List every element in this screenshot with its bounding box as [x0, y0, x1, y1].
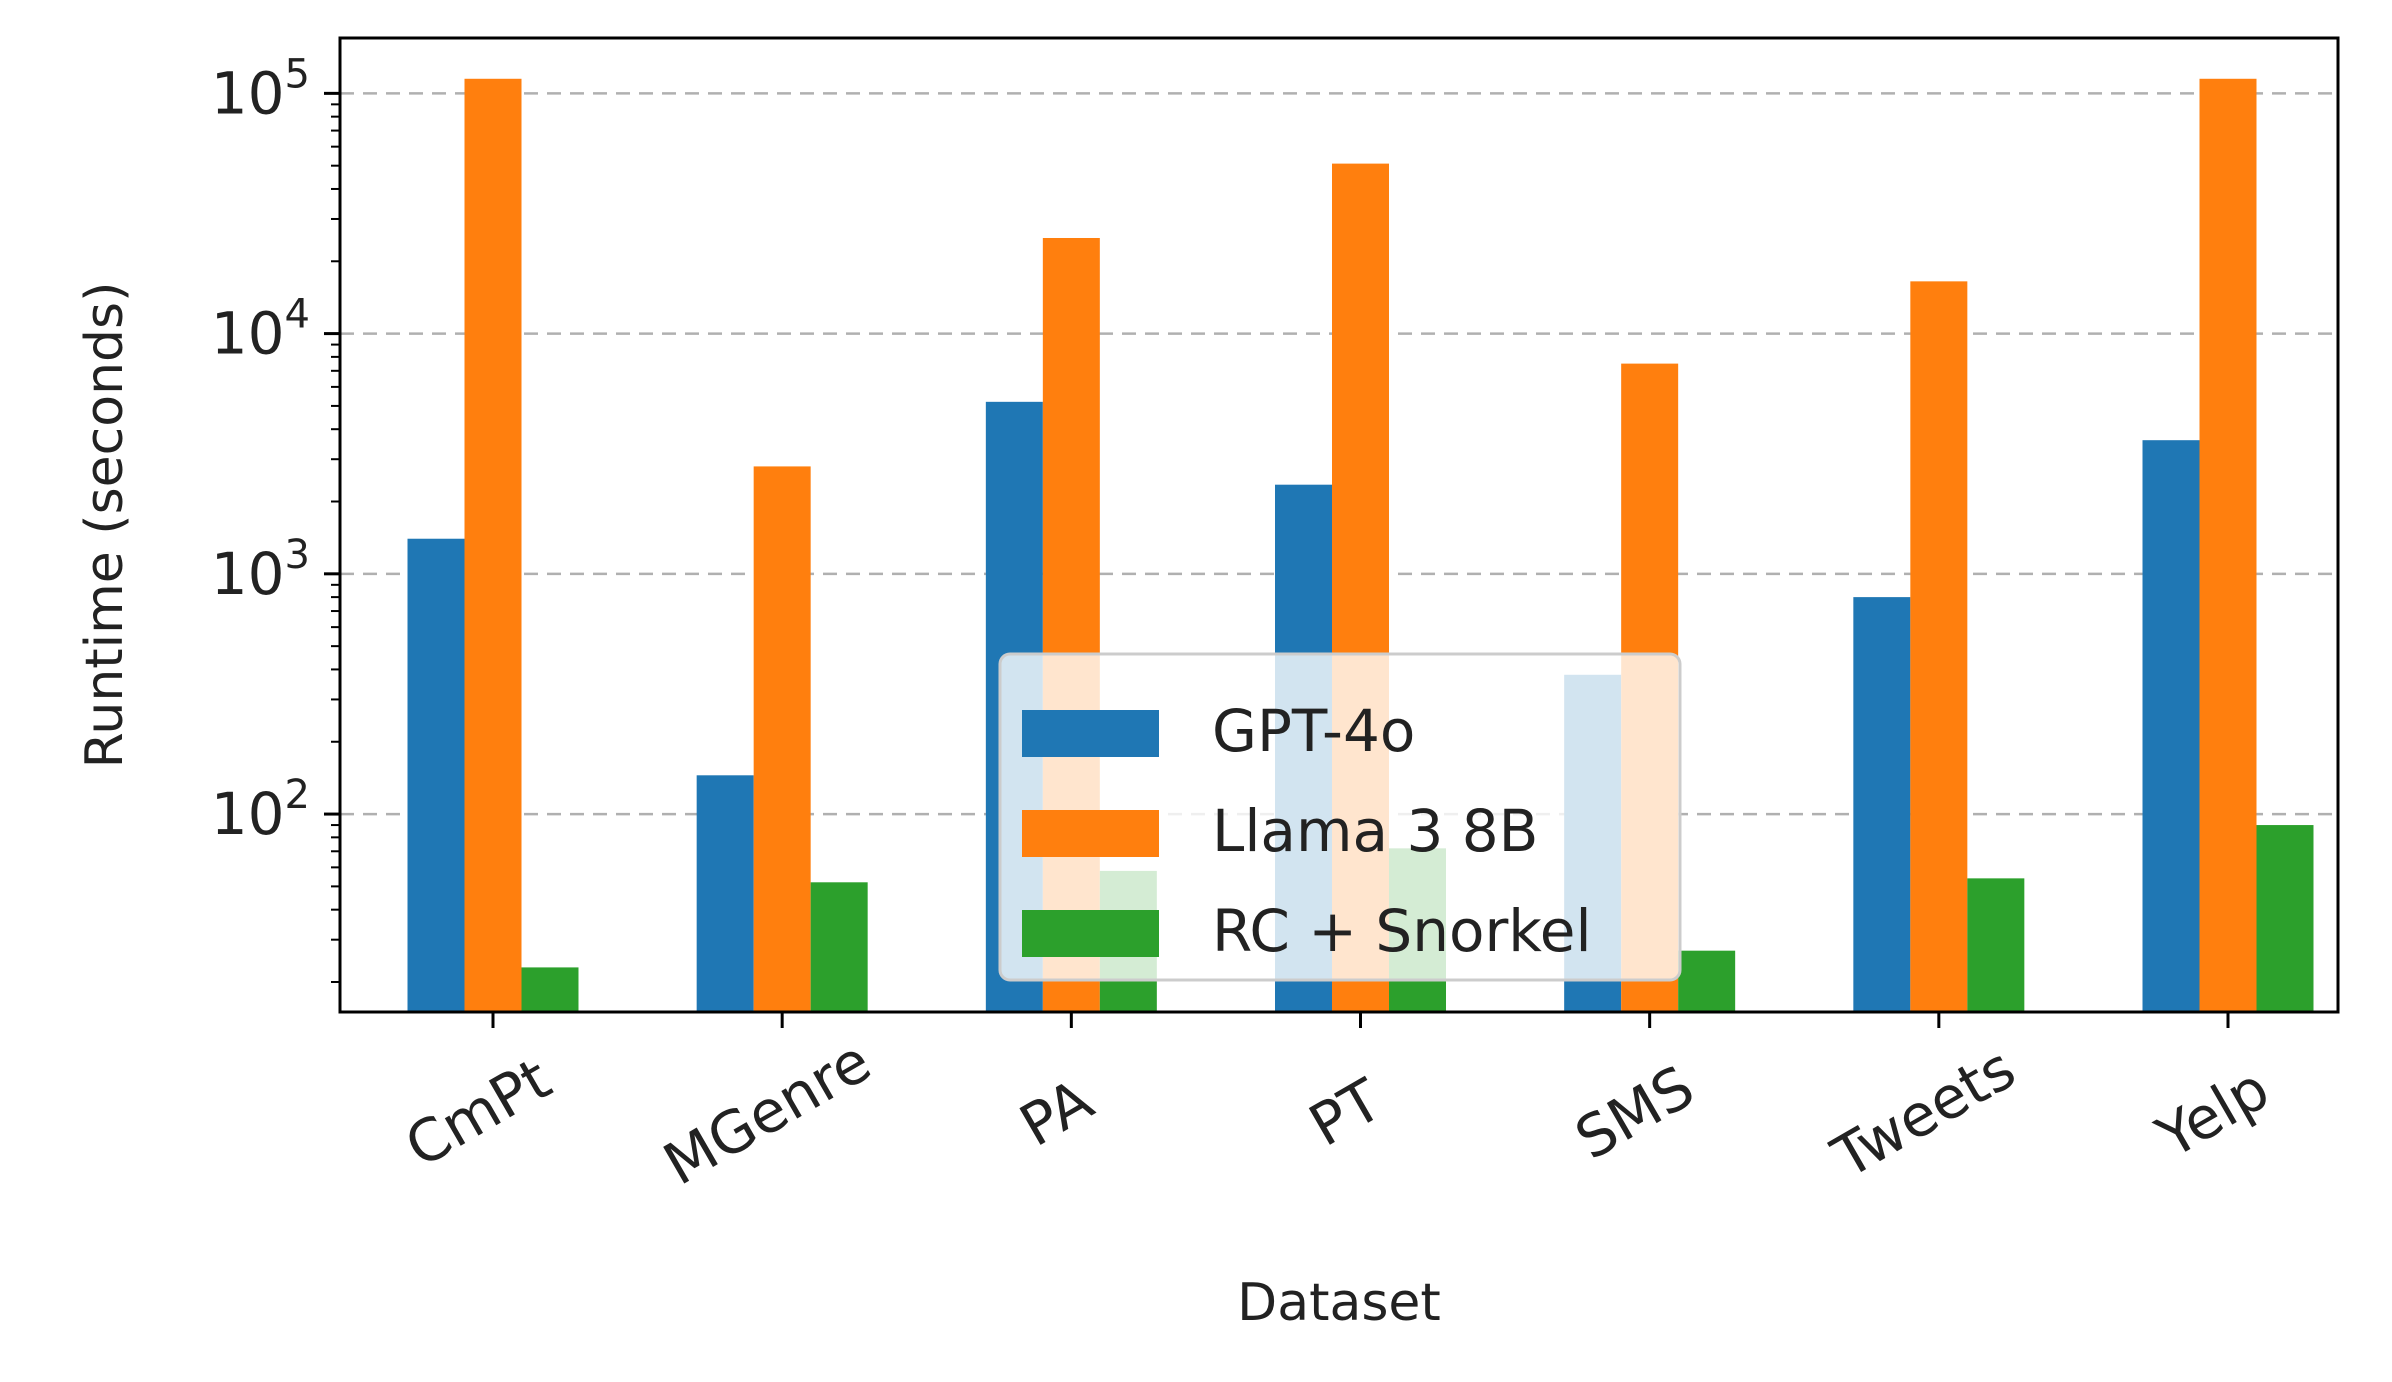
- bar-gpt-4o-yelp: [2142, 440, 2200, 1012]
- y-tick-label: 102: [211, 772, 310, 848]
- x-tick-label: SMS: [1564, 1052, 1705, 1173]
- x-tick-label: CmPt: [394, 1045, 562, 1181]
- legend-swatch: [1022, 910, 1159, 957]
- bar-rc-snorkel-cmpt: [521, 967, 579, 1012]
- y-tick-label: 103: [211, 532, 310, 608]
- y-axis-label: Runtime (seconds): [75, 282, 135, 769]
- bar-llama-3-8b-cmpt: [464, 78, 522, 1012]
- bar-rc-snorkel-tweets: [1967, 878, 2025, 1012]
- bar-llama-3-8b-mgenre: [753, 466, 811, 1012]
- plot-frame: [338, 36, 2340, 1014]
- legend-label: RC + Snorkel: [1212, 897, 1592, 965]
- legend-swatch: [1022, 710, 1159, 757]
- y-tick-label: 104: [211, 292, 310, 368]
- bar-llama-3-8b-tweets: [1910, 281, 1968, 1012]
- bar-llama-3-8b-yelp: [2199, 78, 2257, 1012]
- x-tick-label: Tweets: [1820, 1034, 2026, 1192]
- x-tick-label: Yelp: [2145, 1054, 2281, 1172]
- legend-swatch: [1022, 810, 1159, 857]
- bar-rc-snorkel-mgenre: [810, 882, 868, 1012]
- x-tick-label: PA: [1009, 1065, 1105, 1160]
- x-axis-label: Dataset: [1237, 1273, 1441, 1333]
- bar-gpt-4o-mgenre: [696, 775, 754, 1012]
- legend: GPT-4o Llama 3 8B RC + Snorkel: [998, 652, 1682, 982]
- x-tick-label: MGenre: [652, 1027, 881, 1199]
- bar-rc-snorkel-sms: [1678, 950, 1736, 1012]
- legend-box: [998, 652, 1682, 982]
- x-axis: CmPt MGenre PA PT SMS Tweets Yelp: [394, 1012, 2280, 1199]
- bar-gpt-4o-tweets: [1853, 597, 1911, 1012]
- bar-gpt-4o-cmpt: [407, 538, 465, 1012]
- y-tick-label: 105: [211, 51, 310, 127]
- y-axis: 102 103 104 105: [211, 51, 340, 983]
- x-tick-label: PT: [1298, 1065, 1393, 1159]
- bar-rc-snorkel-yelp: [2256, 825, 2314, 1012]
- legend-label: GPT-4o: [1212, 697, 1415, 765]
- legend-label: Llama 3 8B: [1212, 797, 1538, 865]
